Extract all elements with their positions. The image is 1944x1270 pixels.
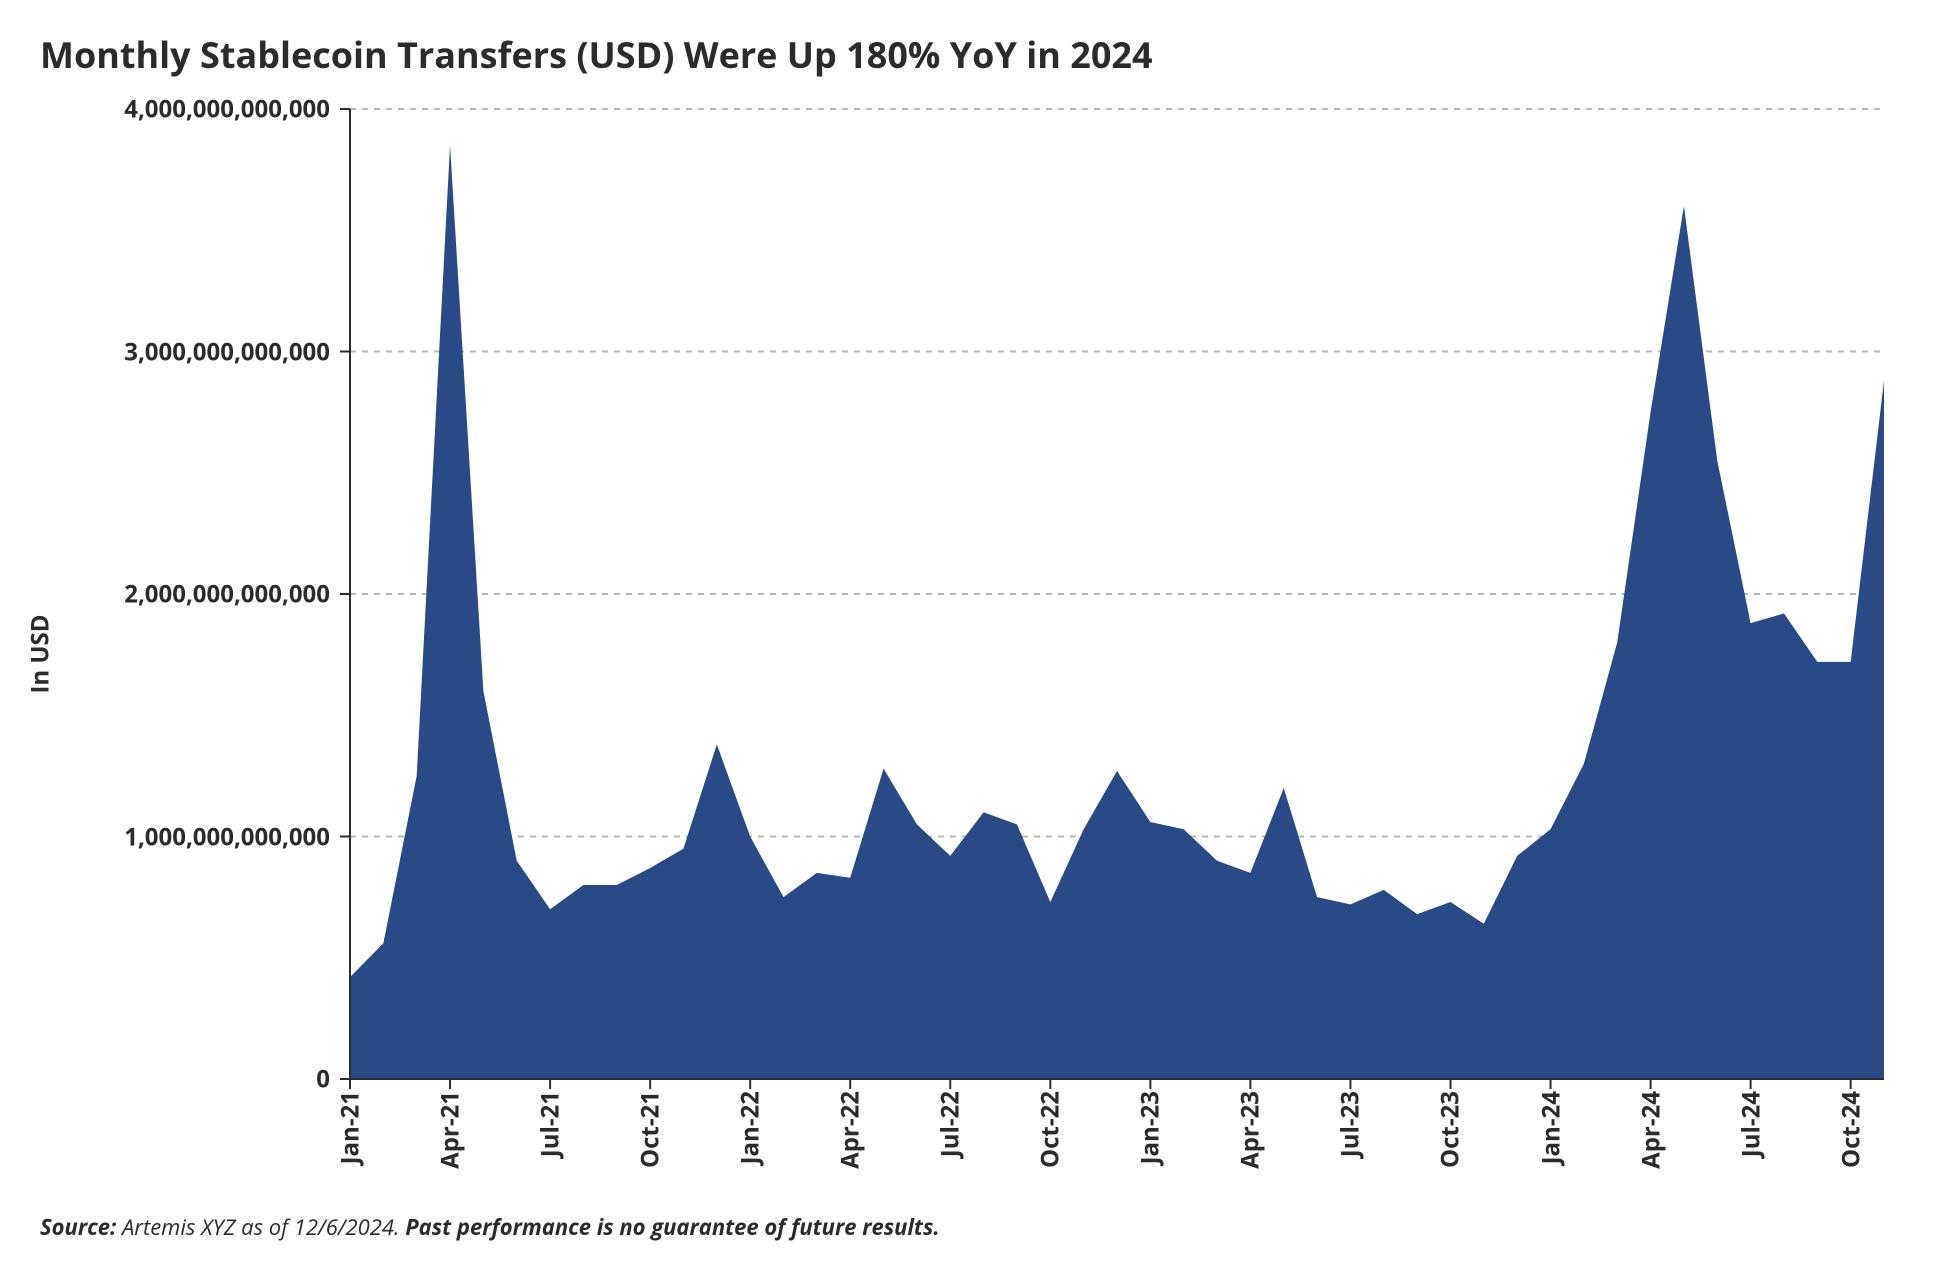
x-tick-label: Oct-23 [1434,1091,1467,1168]
x-tick-label: Apr-21 [434,1091,467,1169]
y-tick-label: 4,000,000,000,000 [124,93,340,126]
y-tick-label: 1,000,000,000,000 [124,820,340,853]
y-tick-label: 3,000,000,000,000 [124,335,340,368]
source-text: Artemis XYZ as of 12/6/2024. [116,1212,405,1242]
x-tick-label: Jan-22 [734,1091,767,1164]
chart-container: In USD 01,000,000,000,0002,000,000,000,0… [40,109,1904,1199]
page: Monthly Stablecoin Transfers (USD) Were … [0,0,1944,1270]
area-series [350,145,1884,1079]
x-tick-label: Jul-22 [934,1091,967,1157]
y-axis-label: In USD [24,614,57,693]
x-tick-label: Jul-24 [1734,1091,1767,1157]
x-tick-label: Apr-24 [1634,1091,1667,1169]
x-tick-label: Oct-24 [1834,1091,1867,1168]
x-tick-label: Jul-21 [534,1091,567,1157]
x-tick-label: Jan-24 [1534,1091,1567,1164]
x-tick-label: Apr-23 [1234,1091,1267,1169]
x-tick-label: Oct-22 [1034,1091,1067,1168]
y-tick-label: 2,000,000,000,000 [124,578,340,611]
area-chart-svg [350,109,1884,1079]
x-tick-label: Oct-21 [634,1091,667,1168]
x-tick-label: Jan-21 [334,1091,367,1164]
x-tick-label: Jul-23 [1334,1091,1367,1157]
source-warning: Past performance is no guarantee of futu… [405,1212,939,1242]
x-tick-label: Apr-22 [834,1091,867,1169]
chart-title: Monthly Stablecoin Transfers (USD) Were … [40,30,1904,79]
source-label: Source: [40,1212,116,1242]
plot-area [350,109,1884,1079]
x-tick-label: Jan-23 [1134,1091,1167,1164]
source-line: Source: Artemis XYZ as of 12/6/2024. Pas… [40,1212,940,1242]
